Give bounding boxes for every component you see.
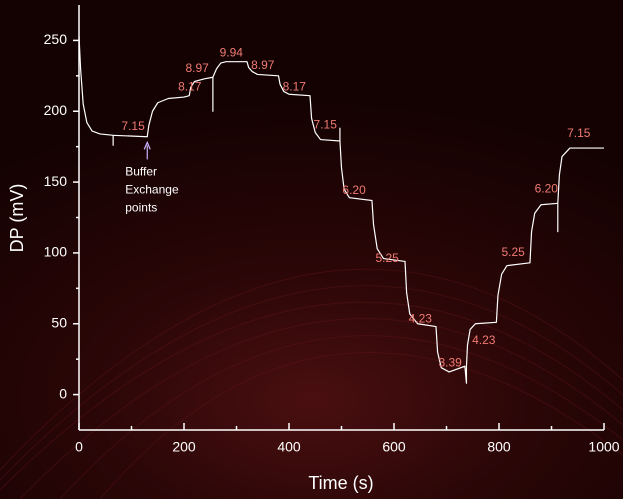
ph-label: 8.97 bbox=[251, 58, 275, 72]
ph-label: 8.17 bbox=[283, 79, 307, 93]
ph-label: 6.20 bbox=[535, 181, 559, 195]
y-tick-label: 200 bbox=[44, 102, 68, 118]
y-tick-label: 0 bbox=[59, 385, 67, 401]
ph-label: 5.25 bbox=[501, 245, 525, 259]
x-tick-label: 400 bbox=[277, 439, 301, 455]
y-tick-label: 250 bbox=[44, 31, 68, 47]
ph-label: 7.15 bbox=[567, 126, 591, 140]
background-waves bbox=[0, 269, 623, 499]
x-tick-label: 800 bbox=[487, 439, 511, 455]
ph-label: 7.15 bbox=[121, 119, 145, 133]
ph-label: 3.39 bbox=[438, 356, 462, 370]
callout-text: Exchange bbox=[125, 183, 179, 197]
ph-label: 7.15 bbox=[314, 118, 338, 132]
chart: Time (s) DP (mV) 0 200 400 600 800 1000 0 50 100… bbox=[0, 0, 623, 499]
ph-label: 8.97 bbox=[185, 61, 209, 75]
ph-label: 9.94 bbox=[220, 45, 244, 59]
callout-text: points bbox=[125, 201, 157, 215]
data-line bbox=[79, 36, 604, 383]
x-tick-label: 1000 bbox=[588, 439, 619, 455]
page: Time (s) DP (mV) 0 200 400 600 800 1000 0 50 100… bbox=[0, 0, 623, 499]
callout-text: Buffer bbox=[125, 165, 157, 179]
ph-label: 5.25 bbox=[375, 251, 399, 265]
x-axis-title: Time (s) bbox=[308, 473, 373, 493]
ph-label: 4.23 bbox=[409, 312, 433, 326]
ph-label: 6.20 bbox=[342, 183, 366, 197]
y-tick-label: 150 bbox=[44, 173, 68, 189]
y-tick-label: 50 bbox=[51, 314, 67, 330]
x-tick-label: 600 bbox=[382, 439, 406, 455]
x-tick-label: 0 bbox=[75, 439, 83, 455]
y-axis-title: DP (mV) bbox=[7, 184, 27, 253]
ph-label: 4.23 bbox=[472, 333, 496, 347]
y-tick-label: 100 bbox=[44, 244, 68, 260]
ph-label: 8.17 bbox=[178, 79, 202, 93]
x-tick-label: 200 bbox=[172, 439, 196, 455]
